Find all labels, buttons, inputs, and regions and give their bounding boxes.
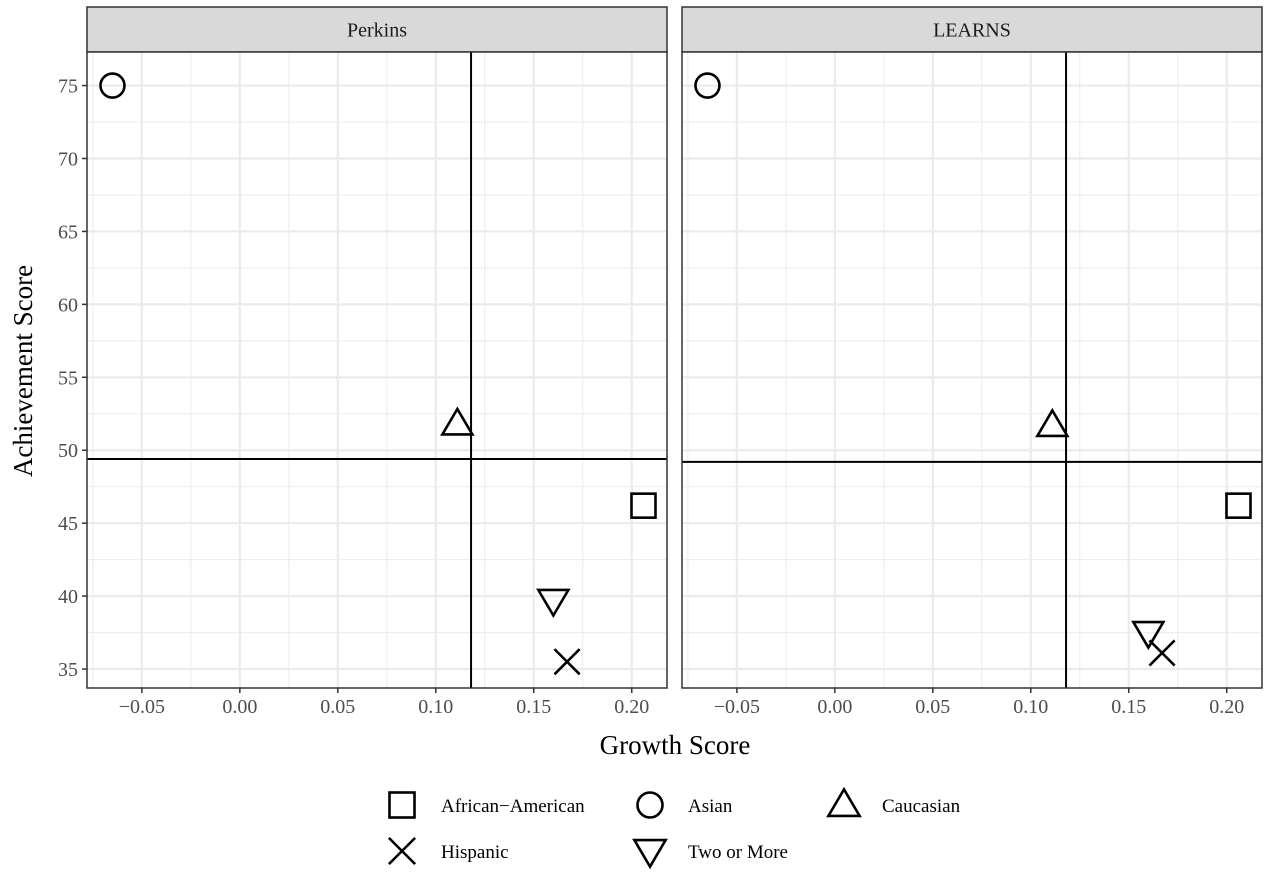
y-tick-label: 65	[58, 221, 78, 243]
legend-label-asian: Asian	[688, 796, 733, 817]
y-tick-label: 35	[58, 659, 78, 681]
x-tick-label: 0.05	[915, 696, 950, 718]
x-tick-label: 0.15	[516, 696, 551, 718]
plot-area-perkins	[87, 52, 667, 688]
point-two-or-more-perkins	[536, 588, 571, 619]
y-tick-label: 60	[58, 294, 78, 316]
point-hispanic-learns	[1148, 639, 1176, 667]
x-tick-label: −0.05	[714, 696, 760, 718]
point-african-american-perkins	[630, 492, 657, 519]
y-tick-label: 50	[58, 440, 78, 462]
y-axis-title: Achievement Score	[8, 265, 38, 477]
strip-label-perkins: Perkins	[347, 20, 407, 42]
panel-frame-perkins	[86, 51, 668, 689]
panel-frame-learns	[681, 51, 1263, 689]
strip-learns	[681, 6, 1263, 53]
x-axis-title: Growth Score	[600, 730, 751, 760]
legend-key-two-or-more	[632, 838, 668, 870]
legend-item-african-american: African−American	[388, 791, 585, 819]
x-tick-label: 0.20	[1209, 696, 1244, 718]
x-tick-label: 0.10	[1013, 696, 1048, 718]
y-tick-label: 45	[58, 513, 78, 535]
chart-panels: Perkins −0.05 0.00 0.05 0.10 0.15 0.20 35 40 45 50…	[58, 6, 1263, 718]
legend-key-hispanic	[387, 836, 417, 866]
point-hispanic-perkins	[553, 648, 581, 676]
y-tick-label: 75	[58, 76, 78, 98]
x-tick-label: −0.05	[119, 696, 165, 718]
y-tick-label: 70	[58, 148, 78, 170]
x-tick-label: 0.00	[222, 696, 257, 718]
legend-label-hispanic: Hispanic	[441, 842, 509, 863]
panel-perkins: Perkins −0.05 0.00 0.05 0.10 0.15 0.20 35 40 45 50…	[58, 6, 668, 718]
legend-item-asian: Asian	[636, 791, 733, 819]
x-tick-label: 0.00	[817, 696, 852, 718]
y-tick-label: 55	[58, 367, 78, 389]
plot-area-learns	[682, 52, 1262, 688]
strip-perkins	[86, 6, 668, 53]
panel-learns: LEARNS −0.05 0.00 0.05 0.10 0.15 0.20	[681, 6, 1263, 718]
legend-key-asian	[636, 791, 664, 819]
x-tick-label: 0.10	[418, 696, 453, 718]
point-african-american-learns	[1225, 492, 1252, 519]
x-tick-label: 0.15	[1111, 696, 1146, 718]
legend-item-hispanic: Hispanic	[387, 836, 509, 866]
strip-label-learns: LEARNS	[933, 20, 1011, 42]
point-caucasian-learns	[1035, 407, 1070, 438]
legend-item-caucasian: Caucasian	[826, 786, 961, 818]
legend-item-two-or-more: Two or More	[632, 838, 788, 870]
chart-legend: African−American Asian Caucasian Hispanic Tw…	[387, 786, 961, 870]
x-tick-label: 0.20	[614, 696, 649, 718]
point-caucasian-perkins	[440, 406, 475, 436]
x-tick-label: 0.05	[320, 696, 355, 718]
point-asian-perkins	[99, 72, 126, 99]
legend-label-caucasian: Caucasian	[882, 796, 961, 817]
legend-key-african-american	[388, 791, 416, 819]
legend-label-two-or-more: Two or More	[688, 842, 788, 863]
point-two-or-more-learns	[1131, 620, 1166, 651]
point-asian-learns	[694, 72, 721, 99]
legend-label-african-american: African−American	[441, 796, 585, 817]
legend-key-caucasian	[826, 786, 862, 818]
y-tick-label: 40	[58, 586, 78, 608]
